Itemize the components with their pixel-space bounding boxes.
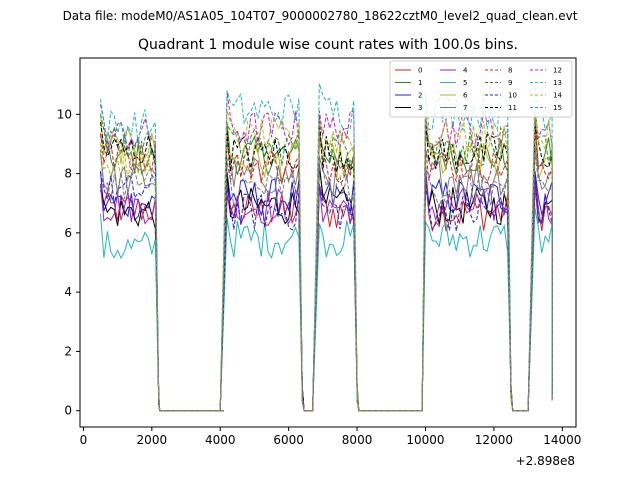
legend-label-5: 5 [463,79,467,87]
legend-label-7: 7 [463,104,467,112]
series-line-11 [100,117,553,412]
chart-suptitle: Data file: modeM0/AS1A05_104T07_90000027… [63,9,578,23]
legend-label-2: 2 [418,92,422,100]
legend-label-10: 10 [508,92,517,100]
series-line-9 [100,110,553,412]
x-tick-label-10000: 10000 [406,433,444,447]
series-line-7 [100,145,553,412]
legend-label-1: 1 [418,79,422,87]
y-tick-label-0: 0 [64,404,72,418]
series-line-5 [100,208,553,412]
axes-frame [79,57,577,428]
y-tick-label-4: 4 [64,285,72,299]
series-line-8 [100,127,553,412]
legend-label-8: 8 [508,67,512,75]
series-line-13 [100,83,553,412]
legend-label-15: 15 [553,104,562,112]
x-tick-label-0: 0 [80,433,88,447]
plot-area [100,83,553,412]
legend-label-11: 11 [508,104,517,112]
series-line-10 [100,172,553,412]
legend-label-0: 0 [418,67,422,75]
x-tick-label-14000: 14000 [543,433,581,447]
series-line-12 [100,91,553,412]
legend-label-12: 12 [553,67,562,75]
legend-label-4: 4 [463,67,468,75]
chart-title: Quadrant 1 module wise count rates with … [138,37,518,53]
legend-label-9: 9 [508,79,512,87]
legend-box [389,60,573,118]
legend-label-3: 3 [418,104,422,112]
series-line-14 [100,106,553,412]
legend-label-6: 6 [463,92,468,100]
y-tick-label-2: 2 [64,344,72,358]
y-tick-label-8: 8 [64,167,72,181]
x-tick-label-4000: 4000 [205,433,236,447]
x-tick-label-12000: 12000 [475,433,513,447]
x-offset-label: +2.898e8 [516,454,575,468]
x-tick-label-8000: 8000 [342,433,373,447]
legend-label-14: 14 [553,92,562,100]
y-tick-label-6: 6 [64,226,72,240]
x-tick-label-6000: 6000 [273,433,304,447]
series-line-15 [100,149,553,412]
legend-label-13: 13 [553,79,562,87]
x-tick-label-2000: 2000 [137,433,168,447]
y-tick-label-10: 10 [57,107,72,121]
